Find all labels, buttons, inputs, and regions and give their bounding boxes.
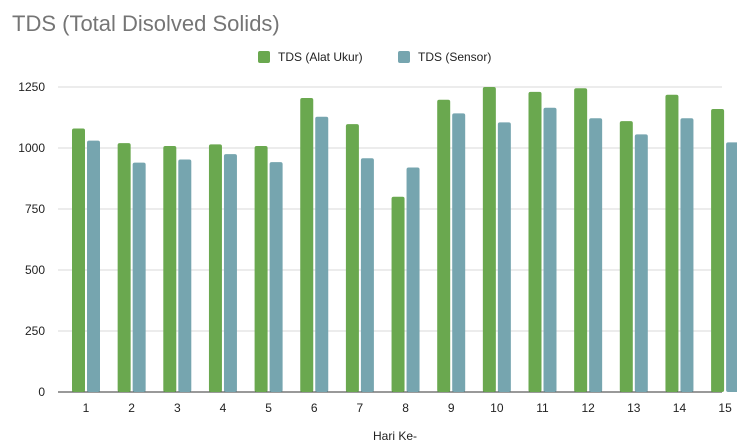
bar-alat-ukur-day-15	[711, 108, 725, 393]
bar-alat-ukur-day-11	[528, 91, 542, 392]
legend-swatch-tds-sensor	[398, 51, 410, 63]
bar-alat-ukur-day-12	[574, 88, 588, 392]
bar-alat-ukur-day-13	[619, 121, 633, 392]
grid-layer: 0 250 500 750 1000 1250	[18, 80, 722, 399]
y-tick-label-750: 750	[25, 202, 45, 216]
legend-label-tds-sensor: TDS (Sensor)	[418, 50, 491, 64]
bar-alat-ukur-day-2	[117, 143, 131, 392]
x-tick-label-9: 9	[448, 401, 455, 415]
bar-sensor-day-8	[406, 167, 420, 392]
bar-alat-ukur-day-10	[482, 87, 496, 392]
x-tick-label-8: 8	[402, 401, 409, 415]
bar-sensor-day-15	[726, 142, 737, 392]
x-tick-label-4: 4	[220, 401, 227, 415]
x-tick-label-1: 1	[83, 401, 90, 415]
x-tick-label-14: 14	[673, 401, 687, 415]
bar-alat-ukur-day-5	[254, 146, 268, 392]
legend-label-tds-alat-ukur: TDS (Alat Ukur)	[278, 50, 363, 64]
x-tick-label-15: 15	[718, 401, 732, 415]
x-tick-label-11: 11	[536, 401, 549, 415]
bar-alat-ukur-day-6	[300, 97, 314, 392]
chart-title: TDS (Total Disolved Solids)	[12, 11, 280, 36]
bar-alat-ukur-day-4	[208, 144, 222, 392]
bar-sensor-day-9	[452, 113, 466, 393]
x-tick-label-3: 3	[174, 401, 181, 415]
bar-sensor-day-10	[497, 122, 511, 392]
bar-alat-ukur-day-7	[345, 124, 359, 392]
x-tick-label-7: 7	[357, 401, 364, 415]
bars-layer	[72, 87, 737, 393]
x-tick-labels: 1 2 3 4 5 6 7 8 9 10 11 12 13 14 15	[83, 401, 732, 415]
x-tick-label-2: 2	[128, 401, 135, 415]
bar-sensor-day-13	[634, 134, 648, 392]
x-tick-label-6: 6	[311, 401, 318, 415]
y-tick-label-250: 250	[25, 324, 45, 338]
bar-sensor-day-2	[132, 162, 146, 392]
x-tick-label-10: 10	[490, 401, 504, 415]
y-tick-label-1250: 1250	[18, 80, 45, 94]
legend: TDS (Alat Ukur) TDS (Sensor)	[258, 50, 491, 64]
y-tick-label-500: 500	[25, 263, 45, 277]
y-tick-label-1000: 1000	[18, 141, 45, 155]
bar-sensor-day-3	[178, 159, 192, 392]
legend-swatch-tds-alat-ukur	[258, 51, 270, 63]
bar-alat-ukur-day-14	[665, 94, 679, 393]
bar-sensor-day-5	[269, 162, 283, 392]
x-tick-label-12: 12	[581, 401, 595, 415]
bar-alat-ukur-day-8	[391, 196, 405, 392]
bar-sensor-day-11	[543, 107, 557, 393]
bar-sensor-day-1	[87, 140, 100, 392]
bar-sensor-day-4	[223, 154, 237, 392]
bar-alat-ukur-day-9	[437, 99, 451, 393]
x-axis-title: Hari Ke-	[373, 429, 417, 443]
bar-sensor-day-14	[680, 118, 694, 393]
x-tick-label-5: 5	[265, 401, 272, 415]
bar-sensor-day-7	[360, 158, 374, 392]
y-tick-label-0: 0	[38, 385, 45, 399]
bar-alat-ukur-day-1	[72, 128, 85, 393]
bar-sensor-day-6	[315, 116, 329, 392]
bar-alat-ukur-day-3	[163, 146, 177, 392]
x-tick-label-13: 13	[627, 401, 641, 415]
bar-sensor-day-12	[589, 118, 603, 393]
